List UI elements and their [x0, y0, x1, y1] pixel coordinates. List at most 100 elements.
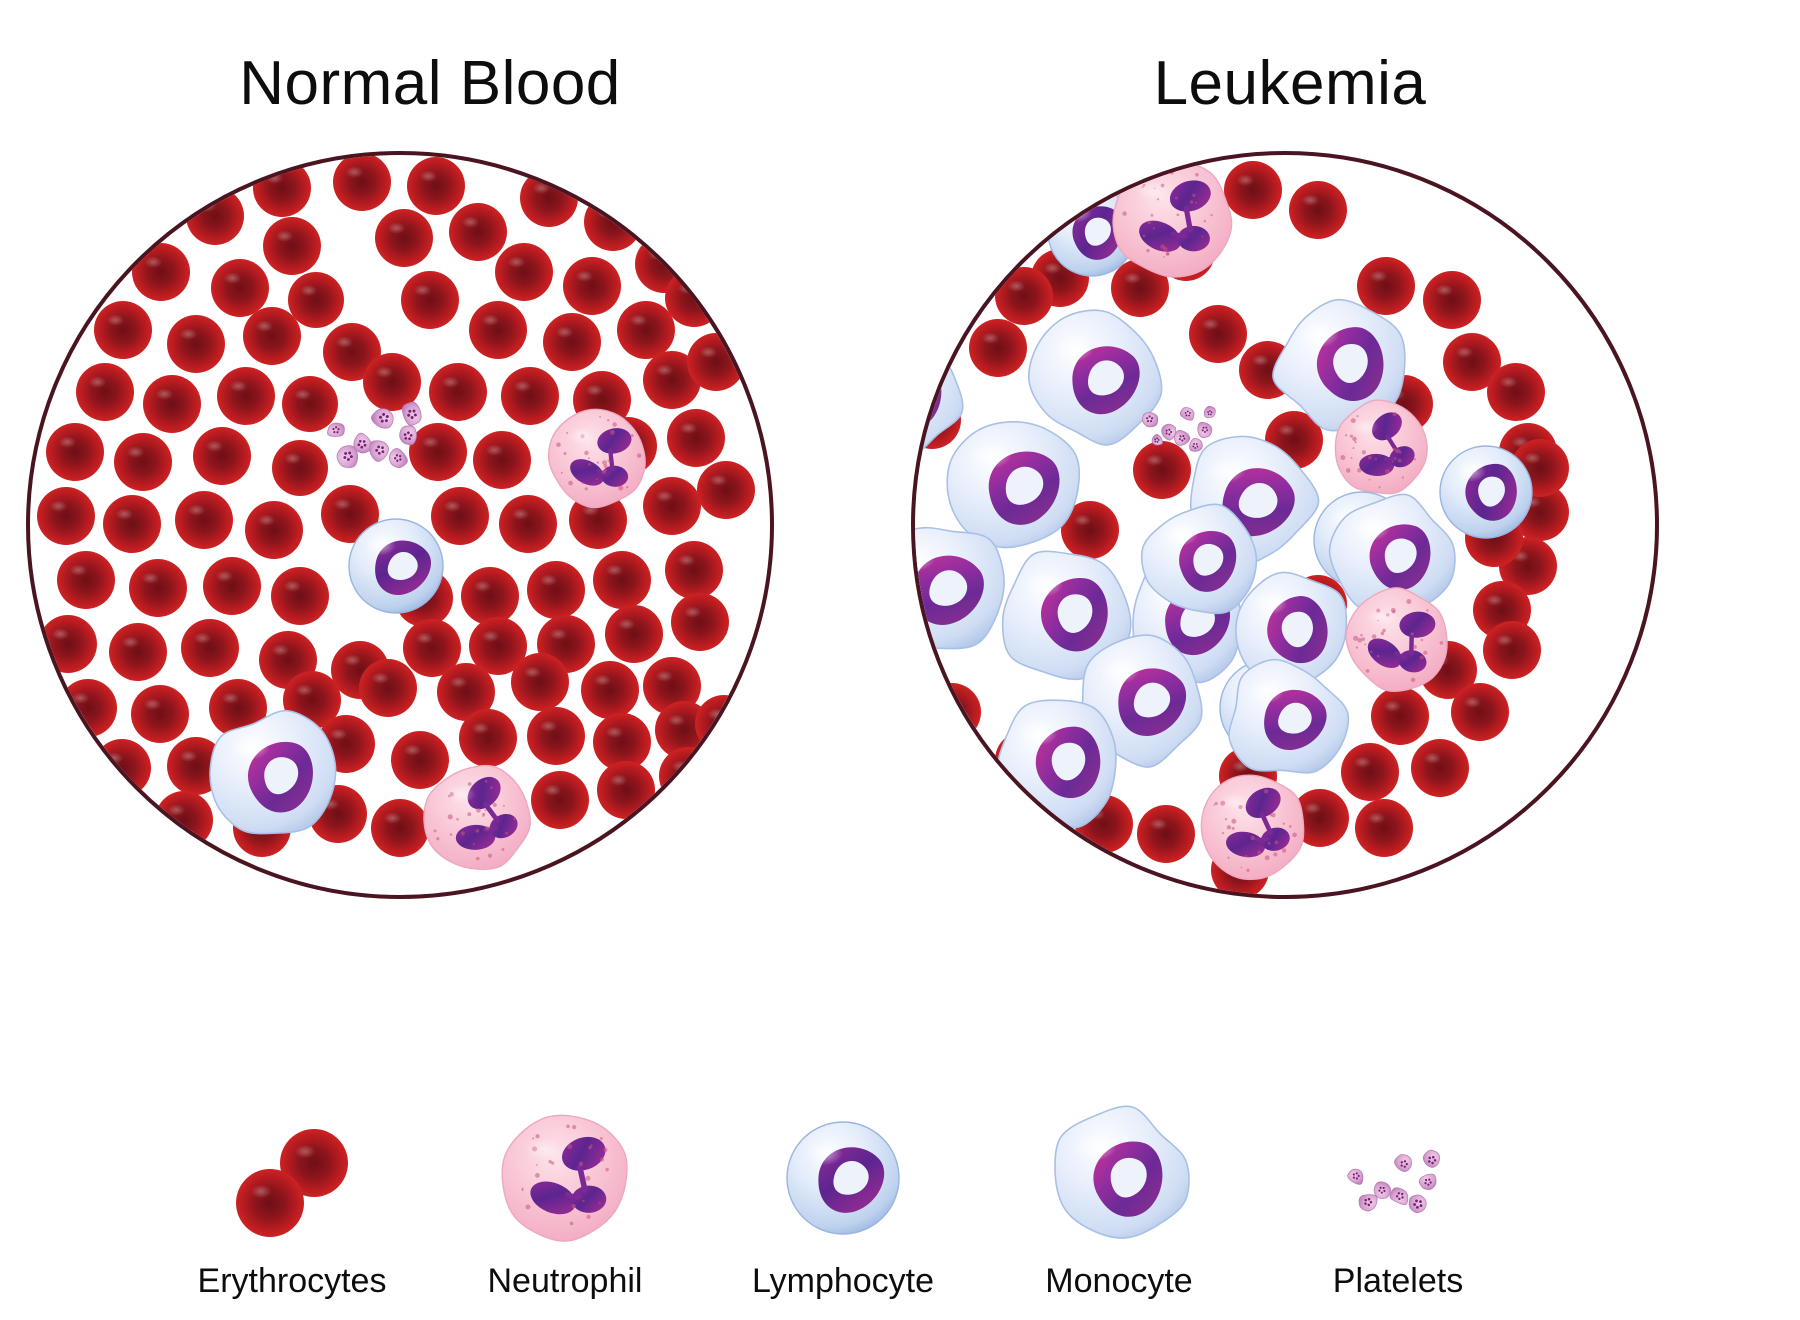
erythrocyte-highlight	[115, 508, 134, 520]
platelet	[401, 401, 422, 426]
legend-icon-monocyte	[1054, 1105, 1190, 1239]
erythrocyte-highlight	[283, 580, 302, 592]
neutrophil-granule	[492, 802, 497, 807]
platelet-body	[401, 401, 422, 426]
erythrocyte-highlight	[485, 444, 504, 456]
erythrocyte	[469, 301, 527, 359]
legend-label-lymphocyte: Lymphocyte	[751, 1262, 935, 1300]
neutrophil-granule	[1240, 866, 1243, 869]
monocyte	[1054, 1105, 1190, 1239]
neutrophil-granule	[1273, 852, 1278, 857]
platelet-granule	[382, 412, 386, 416]
neutrophil-granule	[586, 1214, 591, 1220]
erythrocyte	[132, 243, 190, 301]
platelet-granule	[1202, 426, 1205, 429]
platelet-granule	[1154, 440, 1157, 443]
platelet-granule	[407, 413, 411, 417]
erythrocyte-body	[833, 369, 891, 427]
neutrophil-granule	[1349, 434, 1354, 438]
erythrocyte-highlight	[1251, 354, 1270, 366]
erythrocyte-highlight	[513, 380, 532, 392]
erythrocyte-highlight	[471, 722, 490, 734]
neutrophil-granule	[1420, 638, 1424, 642]
erythrocyte	[459, 709, 517, 767]
platelet-body	[336, 445, 359, 468]
erythrocyte	[449, 203, 507, 261]
erythrocyte	[209, 679, 267, 737]
erythrocyte-highlight	[1499, 376, 1518, 388]
neutrophil-highlight	[1218, 792, 1250, 812]
platelet-granule	[1405, 1162, 1408, 1166]
lymphocyte	[348, 518, 444, 614]
neutrophil-granule	[485, 826, 490, 831]
neutrophil-highlight	[525, 1138, 563, 1161]
erythrocyte	[288, 272, 344, 328]
neutrophil-granule	[475, 829, 480, 833]
neutrophil-granule	[1163, 246, 1168, 252]
erythrocyte-highlight	[699, 346, 718, 358]
platelet-granule	[1157, 439, 1160, 441]
platelet-granule	[1182, 435, 1185, 438]
erythrocyte-highlight	[820, 560, 837, 572]
erythrocyte	[429, 363, 487, 421]
nucleus-notch	[915, 375, 928, 412]
neutrophil-granule	[1213, 804, 1216, 806]
erythrocyte-body	[593, 713, 651, 771]
erythrocyte-body	[131, 685, 189, 743]
erythrocyte-highlight	[617, 618, 636, 630]
monocyte	[1328, 493, 1456, 612]
neutrophil-nucleus	[530, 1136, 607, 1215]
erythrocyte-highlight	[333, 498, 352, 510]
erythrocyte	[495, 243, 553, 301]
neutrophil-granule	[490, 786, 493, 789]
platelet-cluster	[327, 401, 422, 469]
neutrophil-granule	[571, 1203, 576, 1209]
erythrocyte-highlight	[683, 606, 702, 618]
erythrocyte-body	[37, 487, 95, 545]
platelet-granule	[1419, 1200, 1422, 1204]
erythrocyte-body	[181, 619, 239, 677]
platelet-body	[1203, 405, 1216, 419]
erythrocyte	[1357, 257, 1415, 315]
platelet-granule	[1179, 435, 1182, 438]
neutrophil-granule	[1426, 609, 1429, 612]
neutrophil-granule	[588, 1145, 592, 1150]
erythrocyte	[915, 321, 929, 379]
neutrophil-granule	[578, 1161, 584, 1167]
erythrocyte	[697, 461, 755, 519]
neutrophil-highlight	[1134, 180, 1170, 202]
neutrophil-granule	[1412, 644, 1417, 649]
erythrocyte	[593, 713, 651, 771]
monocyte-highlight	[1163, 524, 1198, 546]
monocyte	[1140, 503, 1258, 615]
neutrophil-granule	[1355, 646, 1359, 649]
neutrophil-nucleus-lobe-1	[1169, 180, 1211, 212]
erythrocyte-body	[109, 623, 167, 681]
erythrocyte-highlight	[345, 166, 364, 178]
neutrophil-granule	[598, 1202, 601, 1205]
neutrophil-granule	[607, 419, 610, 422]
erythrocyte	[617, 301, 675, 359]
erythrocyte-body	[371, 799, 429, 857]
platelet-body	[399, 425, 417, 446]
platelet-granule	[1156, 437, 1159, 440]
neutrophil-granule	[603, 1147, 608, 1152]
erythrocyte-highlight	[343, 654, 362, 666]
neutrophil-granule	[1357, 637, 1363, 643]
erythrocyte	[671, 593, 729, 651]
neutrophil-granule	[1224, 817, 1228, 821]
erythrocyte-highlight	[1485, 594, 1504, 606]
neutrophil-granule	[535, 1173, 540, 1178]
erythrocyte-highlight	[51, 628, 70, 640]
platelet-granule	[384, 419, 388, 423]
erythrocyte-highlight	[511, 508, 530, 520]
erythrocyte-highlight	[555, 326, 574, 338]
erythrocyte-body	[931, 759, 989, 817]
platelet-granule	[1195, 443, 1198, 445]
neutrophil-granule	[636, 453, 642, 458]
platelet-granule	[1355, 1172, 1358, 1175]
erythrocyte-highlight	[523, 666, 542, 678]
erythrocyte	[915, 643, 941, 701]
erythrocyte-body	[429, 363, 487, 421]
erythrocyte	[103, 495, 161, 553]
